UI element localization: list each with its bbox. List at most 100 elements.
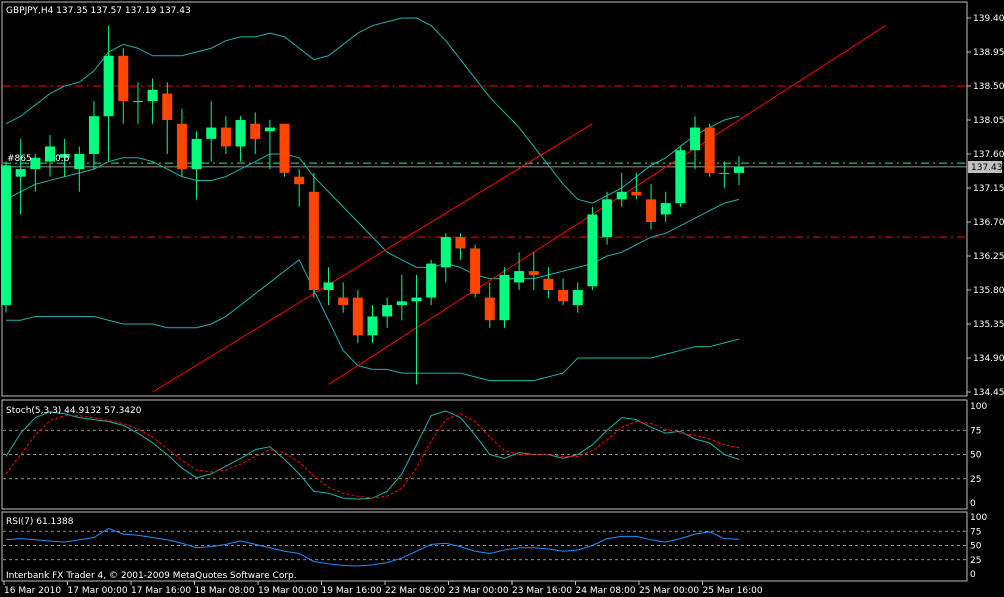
candle xyxy=(528,252,539,290)
time-tick-label: 17 Mar 16:00 xyxy=(131,586,191,596)
candle-body xyxy=(484,297,495,321)
candle xyxy=(103,25,114,162)
candle-body xyxy=(382,305,393,317)
candle-body xyxy=(616,191,627,200)
rsi-tick-label: 100 xyxy=(970,513,987,523)
candle-body xyxy=(455,237,466,249)
axes: 139.40 138.95 138.50 138.05 137.60 137.15 136.… xyxy=(3,14,1004,596)
candle-body xyxy=(704,127,715,173)
stoch-tick-label: 0 xyxy=(970,499,976,509)
candle xyxy=(206,101,217,162)
candle xyxy=(470,244,481,298)
main-panel[interactable] xyxy=(1,17,967,393)
candle xyxy=(719,161,730,188)
candle-body xyxy=(191,138,202,170)
candle xyxy=(631,172,642,200)
candle-body xyxy=(132,101,143,103)
candle xyxy=(396,274,407,321)
stoch-tick-label: 75 xyxy=(970,426,981,436)
candle xyxy=(279,123,290,177)
candle xyxy=(308,172,319,298)
price-tick-label: 138.95 xyxy=(973,48,1004,58)
candle xyxy=(543,267,554,298)
stoch-panel-header: Stoch(5,3,3) 44.9132 57.3420 xyxy=(6,406,142,416)
price-tick-label: 137.15 xyxy=(973,184,1004,194)
candle xyxy=(162,82,173,154)
price-tick-label: 138.05 xyxy=(973,116,1004,126)
candle-body xyxy=(74,154,85,170)
candle-body xyxy=(235,120,246,147)
trade-label: #865 xyxy=(7,154,32,164)
candle-body xyxy=(719,172,730,174)
candle xyxy=(294,169,305,207)
candle-body xyxy=(499,274,510,321)
stoch-tick-label: 25 xyxy=(970,475,981,485)
candle-body xyxy=(323,282,334,290)
candle-body xyxy=(44,146,55,162)
candle-body xyxy=(279,123,290,173)
candle xyxy=(587,206,598,290)
candle xyxy=(411,274,422,385)
candle xyxy=(558,278,569,306)
candle xyxy=(367,305,378,343)
candle xyxy=(147,78,158,124)
stoch-panel[interactable] xyxy=(3,410,967,500)
stoch-tick-label: 100 xyxy=(970,402,987,412)
candle-body xyxy=(470,248,481,294)
candle-body xyxy=(631,191,642,196)
rsi-tick-label: 0 xyxy=(970,570,976,580)
trade-label-2: 0.b xyxy=(55,154,70,164)
main-panel-frame xyxy=(1,1,968,397)
price-tick-label: 137.60 xyxy=(973,150,1004,160)
time-tick-label: 22 Mar 08:00 xyxy=(385,586,445,596)
price-tick-label: 136.70 xyxy=(973,218,1004,228)
candle-body xyxy=(308,191,319,290)
stoch-main-line xyxy=(5,410,740,500)
rsi-panel[interactable] xyxy=(3,527,967,567)
candle xyxy=(455,233,466,260)
candle-body xyxy=(1,165,11,306)
candle xyxy=(191,131,202,200)
footer-note: Interbank FX Trader 4, © 2001-2009 MetaQ… xyxy=(6,571,297,581)
time-tick-label: 24 Mar 08:00 xyxy=(576,586,636,596)
candle xyxy=(616,172,627,207)
candle-body xyxy=(220,127,231,147)
candle-body xyxy=(602,199,613,238)
stoch-signal-line xyxy=(5,413,740,499)
candle-body xyxy=(176,123,187,170)
candle xyxy=(352,290,363,343)
price-tick-label: 135.35 xyxy=(973,320,1004,330)
candle xyxy=(514,252,525,290)
candle xyxy=(484,282,495,328)
candle xyxy=(440,233,451,283)
rsi-panel-header: RSI(7) 61.1388 xyxy=(6,517,74,527)
price-tick-label: 134.90 xyxy=(973,354,1004,364)
candle-body xyxy=(572,290,583,306)
candle xyxy=(176,108,187,177)
main-panel-header: GBPJPY,H4 137.35 137.57 137.19 137.43 xyxy=(6,6,191,16)
candle xyxy=(220,116,231,154)
candle-body xyxy=(88,116,99,154)
candle xyxy=(690,116,701,170)
time-tick-label: 17 Mar 00:00 xyxy=(68,586,128,596)
candle xyxy=(250,112,261,154)
candle-body xyxy=(250,123,261,139)
candle xyxy=(30,154,41,192)
candle-body xyxy=(528,271,539,275)
candle-body xyxy=(30,157,41,170)
rsi-tick-label: 75 xyxy=(970,527,981,537)
candle xyxy=(704,123,715,177)
candle xyxy=(118,48,129,124)
time-tick-label: 25 Mar 16:00 xyxy=(703,586,763,596)
bollinger-upper xyxy=(5,17,740,204)
candle xyxy=(44,135,55,177)
candle-body xyxy=(294,176,305,185)
candle xyxy=(88,101,99,170)
time-tick-label: 18 Mar 08:00 xyxy=(195,586,255,596)
candle xyxy=(59,138,70,177)
candle xyxy=(646,184,657,230)
candle xyxy=(572,282,583,313)
candle-body xyxy=(660,203,671,215)
candle-body xyxy=(264,127,275,132)
